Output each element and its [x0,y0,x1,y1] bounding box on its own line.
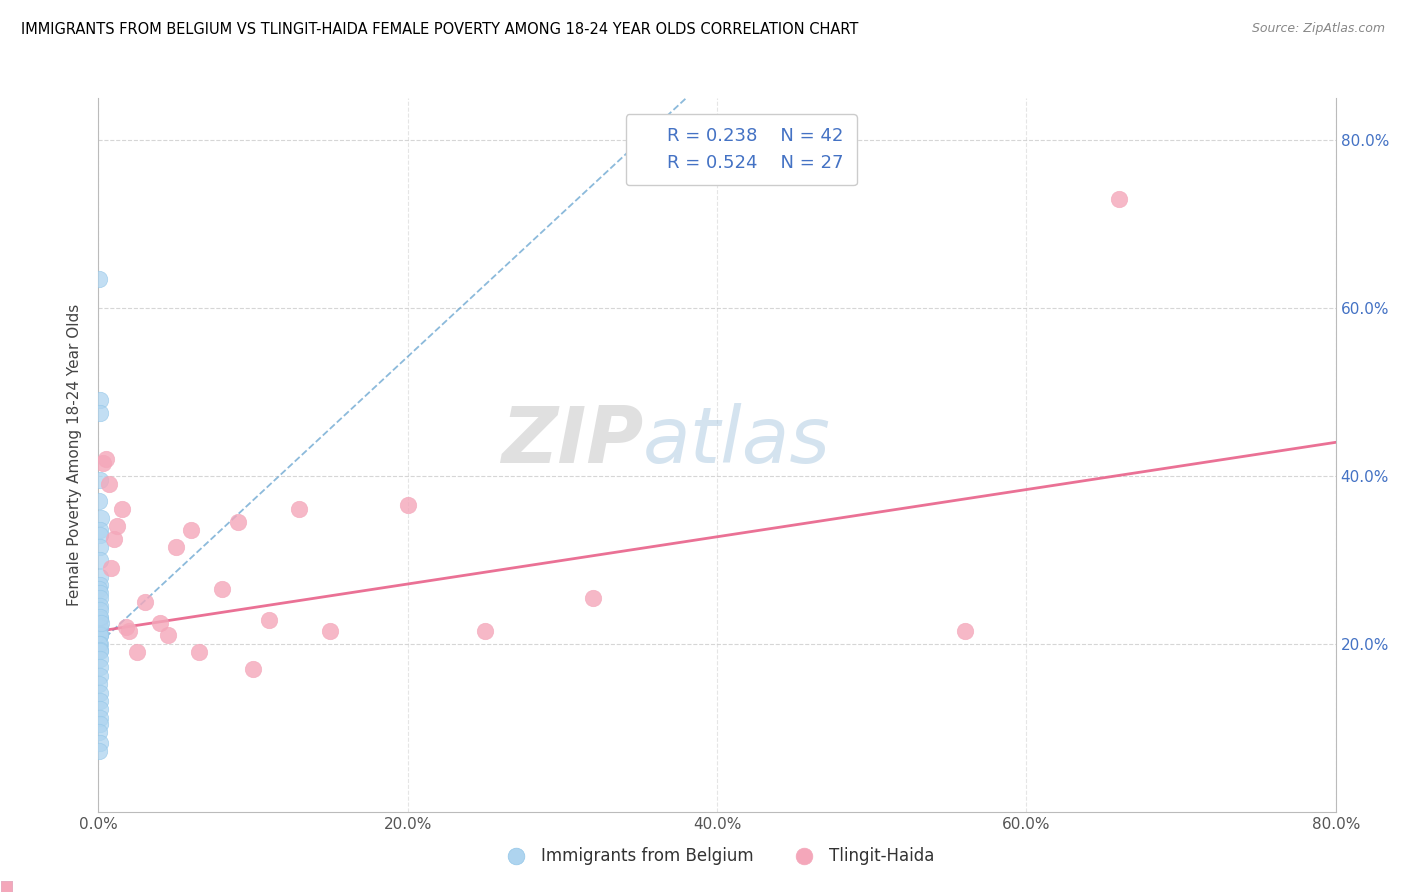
Point [127,645,149,659]
Point [89,599,111,613]
Point [89,628,111,642]
Point [115,620,138,634]
Legend: Immigrants from Belgium, Tlingit-Haida: Immigrants from Belgium, Tlingit-Haida [494,840,941,871]
Point [319,624,342,639]
Y-axis label: Female Poverty Among 18-24 Year Olds: Female Poverty Among 18-24 Year Olds [67,304,83,606]
Point [211,582,233,597]
Point [180,524,202,538]
Point [90,511,112,525]
Point [89,620,111,634]
Point [111,502,134,516]
Point [89,393,111,408]
Point [89,685,111,699]
Point [89,612,111,626]
Point [89,494,111,508]
Point [89,612,111,626]
Point [242,662,264,676]
Point [89,626,111,640]
Point [89,744,111,758]
Point [953,624,976,639]
Point [89,569,111,583]
Text: Source: ZipAtlas.com: Source: ZipAtlas.com [1251,22,1385,36]
Point [91,456,114,470]
Point [90,615,112,630]
Point [1108,192,1130,206]
Point [188,645,211,659]
Text: IMMIGRANTS FROM BELGIUM VS TLINGIT-HAIDA FEMALE POVERTY AMONG 18-24 YEAR OLDS CO: IMMIGRANTS FROM BELGIUM VS TLINGIT-HAIDA… [21,22,859,37]
Point [89,406,111,420]
Point [89,527,111,541]
Point [89,677,111,691]
Point [103,532,125,546]
Point [89,669,111,683]
Point [89,711,111,725]
Point [89,586,111,600]
Point [89,736,111,750]
Point [89,541,111,555]
Point [89,637,111,651]
Point [89,642,111,657]
Point [100,561,122,575]
Point [89,610,111,624]
Text: atlas: atlas [643,402,831,479]
Point [89,637,111,651]
Point [582,591,605,605]
Point [89,628,111,642]
Point [165,541,187,555]
Point [257,613,280,627]
Point [96,452,118,467]
Point [89,702,111,716]
Point [134,595,156,609]
Point [149,615,172,630]
Point [288,502,311,516]
Point [118,624,141,639]
Point [89,578,111,592]
Point [89,473,111,487]
Point [105,519,128,533]
Point [89,603,111,617]
Point [226,515,249,529]
Point [89,591,111,605]
Point [89,271,111,285]
Point [89,618,111,632]
Point [98,477,121,491]
Point [157,628,180,642]
Point [89,716,111,731]
Point [89,725,111,739]
Point [396,498,419,512]
Point [89,524,111,538]
Point [89,694,111,708]
Point [474,624,496,639]
Point [89,660,111,674]
Point [89,582,111,597]
Point [89,652,111,666]
Text: ZIP: ZIP [501,402,643,479]
Point [89,553,111,567]
Point [89,643,111,657]
